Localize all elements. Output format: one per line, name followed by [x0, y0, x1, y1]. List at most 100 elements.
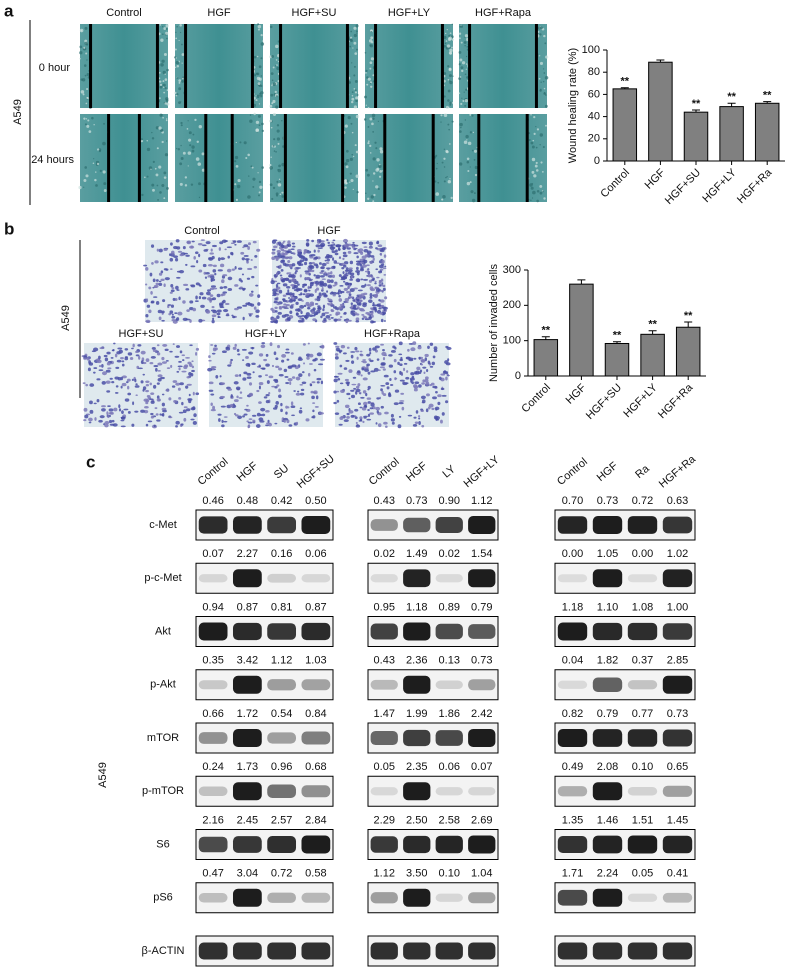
cell [165, 268, 169, 271]
cell [530, 186, 534, 190]
cell [332, 265, 336, 269]
cell [353, 387, 357, 390]
cell [199, 292, 204, 296]
cell [254, 74, 257, 77]
cell [170, 284, 174, 288]
cell [256, 72, 260, 76]
cell [83, 419, 87, 422]
cell [210, 285, 216, 288]
cell [176, 93, 179, 96]
panel-label: c [86, 452, 95, 471]
quantification: 0.06 [305, 548, 326, 560]
cell [150, 291, 153, 295]
cell [449, 103, 452, 106]
cell [319, 358, 325, 361]
cell [284, 313, 290, 317]
cell [178, 81, 181, 84]
bar [612, 88, 638, 162]
band [627, 574, 658, 583]
cell [348, 293, 352, 297]
cell [352, 299, 356, 302]
cell [337, 377, 341, 381]
cell [225, 314, 230, 317]
cell [152, 278, 156, 283]
cell [217, 269, 223, 272]
cell [181, 77, 184, 80]
cell [345, 267, 349, 271]
cell [103, 354, 108, 358]
bar [569, 283, 594, 377]
cell [369, 351, 372, 355]
cell [443, 148, 446, 150]
cell [245, 156, 248, 159]
cell [170, 289, 175, 293]
band [198, 942, 228, 960]
cell [313, 256, 319, 260]
cell [95, 171, 97, 173]
cell [288, 248, 291, 251]
cell [399, 363, 403, 367]
cell [427, 406, 431, 410]
cell [287, 260, 291, 264]
lane-label: HGF+LY [462, 453, 503, 490]
cell [242, 246, 245, 249]
column-label: HGF+LY [388, 7, 431, 19]
cell [426, 368, 429, 373]
cell [172, 320, 178, 324]
cell [346, 247, 351, 250]
cell [201, 168, 206, 172]
cell [334, 412, 340, 415]
cell [110, 357, 114, 359]
band [198, 516, 228, 534]
cell [242, 415, 245, 418]
cell [466, 181, 471, 186]
cell [121, 382, 127, 387]
cell [141, 193, 144, 197]
cell [374, 286, 378, 289]
cell [89, 383, 95, 387]
cell [219, 375, 222, 378]
cell [366, 173, 370, 177]
cell [101, 364, 104, 368]
cell [327, 244, 333, 247]
cell [282, 294, 287, 297]
cell [258, 417, 264, 422]
cell [118, 404, 121, 409]
lane-label: Control [367, 456, 402, 488]
cell [159, 97, 161, 99]
cell [86, 73, 90, 76]
cell [376, 358, 380, 361]
cell [291, 364, 297, 368]
cell [536, 128, 540, 131]
cell [319, 244, 325, 247]
band [232, 836, 262, 853]
cell [159, 191, 162, 194]
cell [361, 264, 367, 268]
cell [382, 393, 387, 396]
cell [332, 257, 335, 261]
cell [208, 359, 212, 362]
cell [448, 68, 452, 72]
cell [86, 96, 88, 99]
band [267, 732, 297, 744]
cell [273, 150, 276, 152]
cell [312, 409, 315, 413]
cell [244, 258, 250, 261]
error-bar [577, 279, 586, 285]
cell [333, 260, 338, 264]
cell [300, 292, 303, 295]
quantification: 0.72 [632, 495, 653, 507]
cell [176, 77, 179, 79]
cell [120, 425, 126, 428]
cell [357, 248, 361, 253]
cell [336, 390, 340, 393]
cell [356, 191, 359, 194]
cell [107, 367, 112, 370]
cell [420, 363, 424, 366]
cell [320, 315, 323, 319]
cell [160, 270, 164, 274]
y-tick-label: 100 [503, 335, 521, 347]
band [435, 942, 463, 960]
band [662, 892, 693, 903]
cell [353, 248, 357, 251]
